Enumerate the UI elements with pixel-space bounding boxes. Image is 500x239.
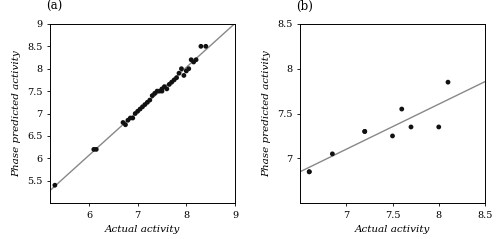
Point: [148, 94, 156, 98]
Point: [172, 76, 180, 80]
Point: [141, 103, 149, 106]
Point: [444, 80, 452, 84]
Point: [180, 74, 188, 77]
Point: [182, 69, 190, 73]
Point: [119, 121, 127, 125]
Point: [190, 60, 198, 64]
Point: [398, 107, 406, 111]
Point: [124, 118, 132, 122]
Point: [129, 116, 137, 120]
Point: [160, 85, 168, 89]
Point: [361, 130, 369, 133]
Point: [197, 44, 205, 48]
Point: [122, 123, 130, 127]
Point: [131, 112, 139, 115]
Point: [51, 183, 59, 187]
Point: [168, 80, 175, 84]
Point: [166, 82, 173, 86]
Point: [187, 58, 195, 62]
Point: [178, 67, 186, 71]
Y-axis label: Phase predicted activity: Phase predicted activity: [262, 50, 272, 177]
Point: [435, 125, 443, 129]
Point: [144, 100, 152, 104]
Text: (a): (a): [46, 0, 62, 13]
Point: [158, 87, 166, 91]
Point: [90, 147, 98, 151]
Point: [328, 152, 336, 156]
Point: [138, 105, 146, 109]
Point: [153, 89, 161, 93]
X-axis label: Actual activity: Actual activity: [105, 225, 180, 234]
Point: [305, 170, 313, 174]
Point: [388, 134, 396, 138]
Point: [92, 147, 100, 151]
Point: [150, 92, 158, 95]
Point: [126, 116, 134, 120]
Point: [407, 125, 415, 129]
Point: [136, 107, 144, 111]
Point: [170, 78, 178, 82]
Text: (b): (b): [296, 0, 313, 13]
Y-axis label: Phase predicted activity: Phase predicted activity: [12, 50, 22, 177]
Point: [146, 98, 154, 102]
Point: [305, 170, 313, 174]
Point: [361, 130, 369, 133]
Point: [163, 87, 171, 91]
Point: [202, 44, 210, 48]
Point: [175, 71, 183, 75]
Point: [192, 58, 200, 62]
Point: [185, 67, 193, 71]
Point: [158, 89, 166, 93]
Point: [134, 109, 141, 113]
X-axis label: Actual activity: Actual activity: [355, 225, 430, 234]
Point: [156, 89, 164, 93]
